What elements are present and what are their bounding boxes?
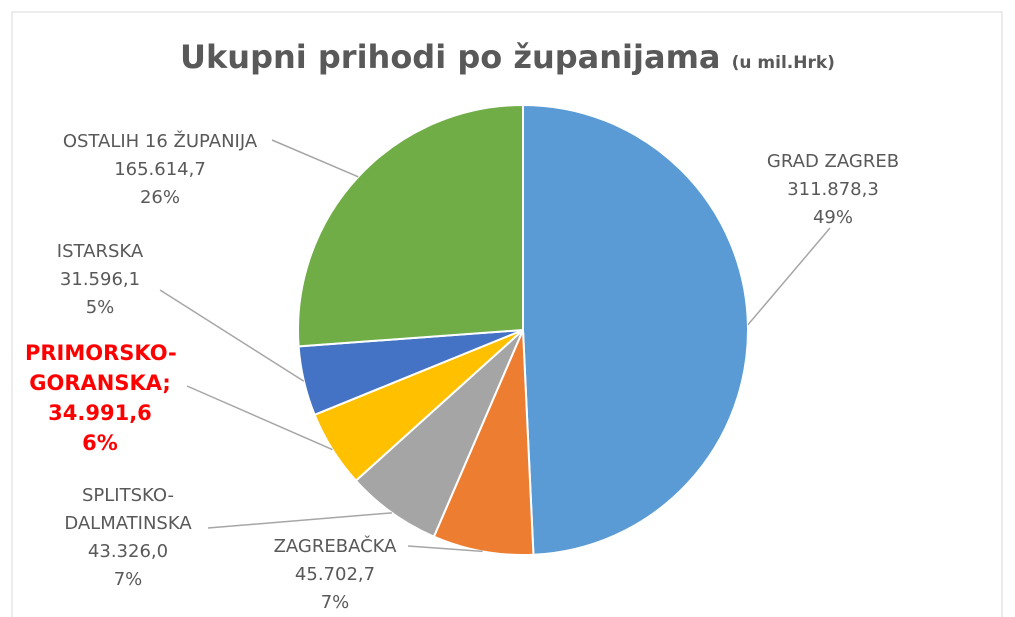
label-percent: 7% [320, 592, 350, 613]
pie-slice [522, 103, 749, 556]
label-category: PRIMORSKO-GORANSKA; [25, 341, 177, 395]
chart-subtitle: (u mil.Hrk) [731, 53, 835, 73]
label-value: 311.878,3 [787, 179, 879, 200]
leader-line [407, 545, 483, 553]
label-value: 31.596,1 [59, 269, 141, 290]
pie-slice [297, 103, 524, 348]
chart-title: Ukupni prihodi po županijama [180, 38, 721, 76]
label-category: OSTALIH 16 ŽUPANIJA [62, 131, 258, 152]
label-category: SPLITSKO-DALMATINSKA [64, 485, 192, 534]
label-percent: 7% [113, 569, 143, 590]
label-category: GRAD ZAGREB [766, 151, 900, 172]
data-label: PRIMORSKO-GORANSKA; 34.991,6 6% [25, 338, 177, 458]
leader-line [747, 227, 831, 326]
data-label: OSTALIH 16 ŽUPANIJA 165.614,7 26% [35, 128, 285, 212]
label-percent: 49% [812, 207, 853, 228]
label-value: 34.991,6 [48, 401, 152, 425]
pie-slice [432, 329, 535, 556]
label-category: ZAGREBAČKA [273, 536, 397, 557]
label-percent: 5% [85, 297, 115, 318]
leader-line [159, 289, 305, 382]
label-category: ISTARSKA [56, 241, 144, 262]
label-value: 165.614,7 [114, 159, 206, 180]
label-percent: 6% [82, 431, 118, 455]
label-percent: 26% [139, 187, 180, 208]
data-label: SPLITSKO-DALMATINSKA 43.326,0 7% [58, 482, 198, 594]
label-value: 43.326,0 [87, 541, 169, 562]
data-label: GRAD ZAGREB 311.878,3 49% [733, 148, 933, 232]
label-value: 45.702,7 [294, 564, 376, 585]
leader-line [271, 139, 359, 178]
data-label: ISTARSKA 31.596,1 5% [25, 238, 175, 322]
leader-line [207, 512, 392, 529]
data-label: ZAGREBAČKA 45.702,7 7% [235, 533, 435, 617]
title-block: Ukupni prihodi po županijama (u mil.Hrk) [0, 38, 1015, 76]
chart-border [11, 11, 1003, 617]
leader-line [186, 385, 333, 451]
